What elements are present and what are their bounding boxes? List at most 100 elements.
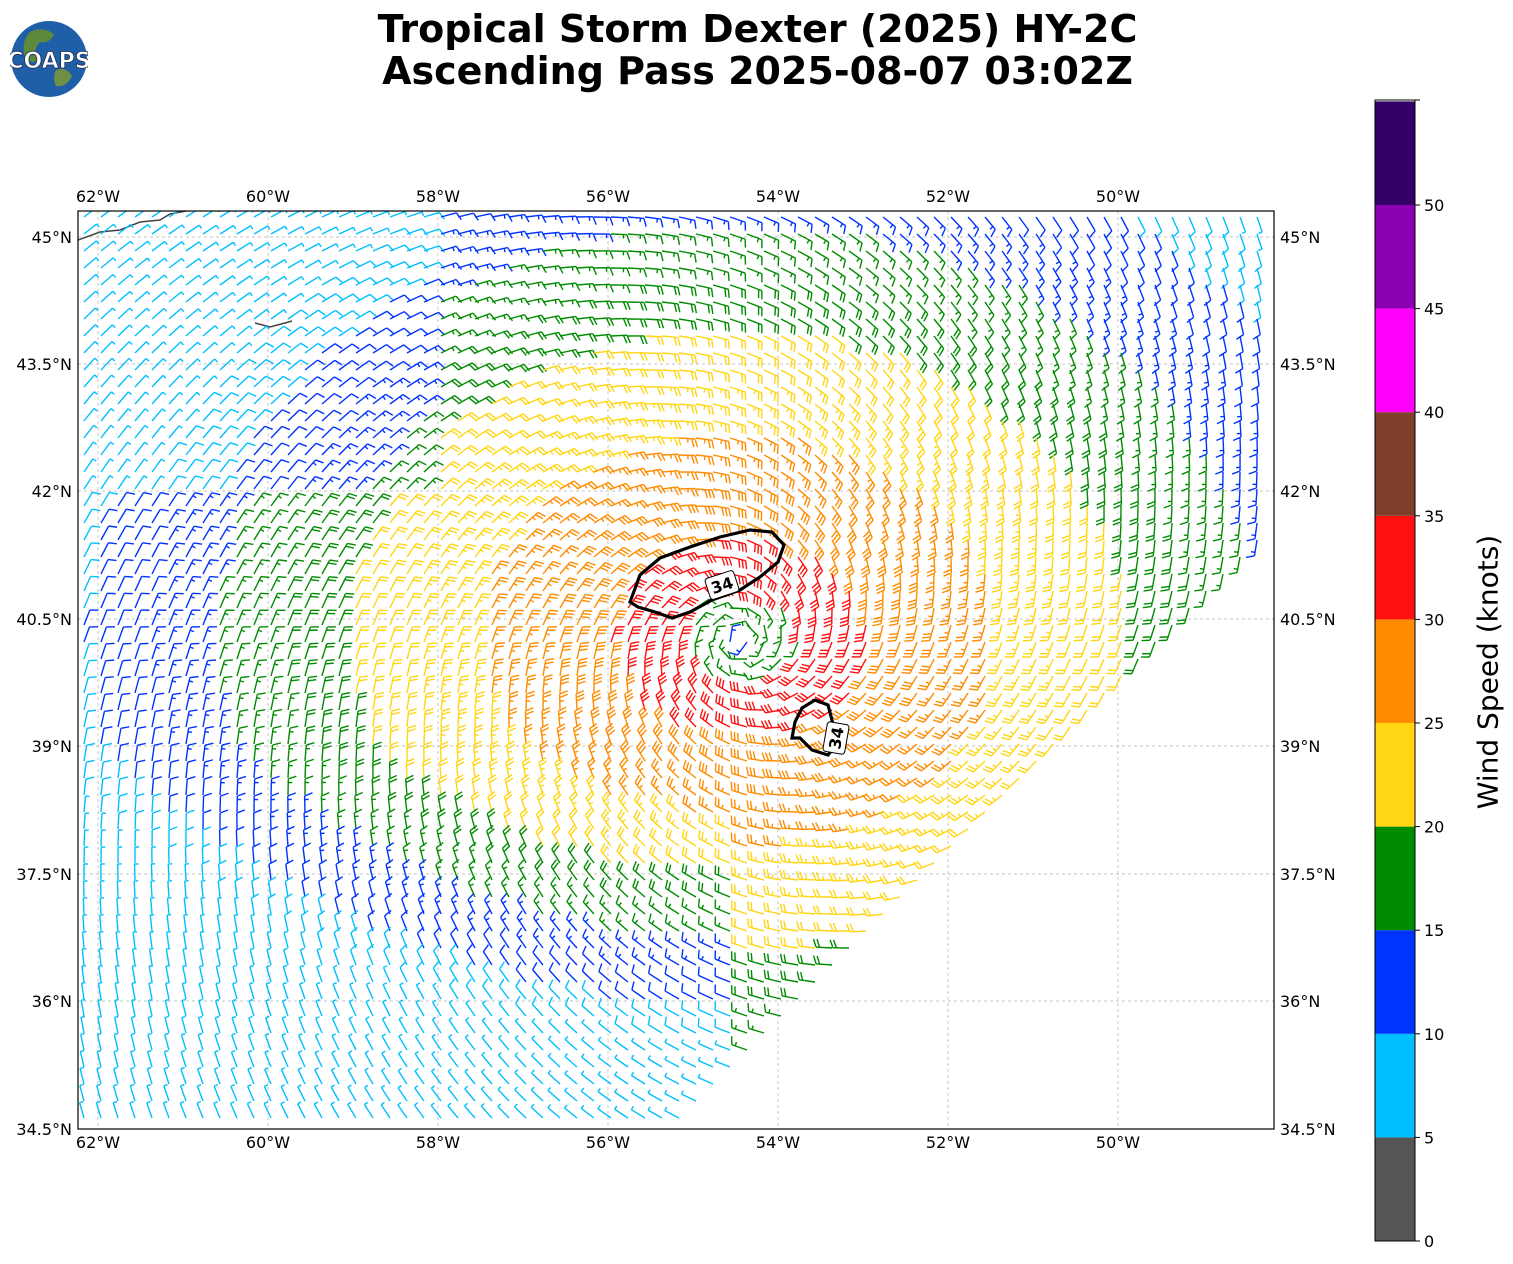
wind-barb	[532, 1019, 543, 1033]
wind-barb	[186, 392, 200, 404]
wind-barb	[781, 455, 794, 472]
wind-barb	[254, 493, 272, 506]
wind-barb	[1070, 268, 1078, 289]
wind-barb	[716, 729, 730, 744]
wind-barb	[135, 760, 145, 778]
wind-barb	[515, 1070, 526, 1084]
wind-barb	[421, 809, 429, 829]
wind-barb	[441, 495, 460, 506]
wind-barb	[101, 241, 116, 251]
wind-barb	[254, 627, 268, 642]
wind-barb	[214, 1102, 220, 1118]
wind-barb	[152, 258, 167, 268]
wind-barb	[847, 693, 866, 705]
wind-barb	[415, 1034, 424, 1050]
wind-barb	[458, 627, 472, 642]
wind-barb	[747, 353, 762, 367]
wind-barb	[164, 1051, 169, 1067]
wind-barb	[796, 805, 815, 813]
wind-barb	[549, 963, 560, 982]
wind-barb	[216, 966, 220, 982]
wind-barb	[849, 438, 860, 458]
wind-barb	[815, 251, 829, 268]
wind-barb	[434, 927, 441, 948]
wind-barb	[118, 543, 134, 557]
wind-barb	[798, 285, 812, 301]
wind-barb	[186, 560, 202, 574]
wind-barb	[186, 509, 203, 523]
wind-barb	[203, 409, 222, 421]
wind-barb	[731, 832, 747, 846]
wind-barb	[249, 983, 254, 999]
wind-barb	[679, 438, 698, 447]
wind-barb	[199, 983, 203, 999]
wind-barb	[407, 627, 421, 642]
wind-barb	[164, 1102, 169, 1118]
wind-barb	[628, 285, 647, 294]
wind-barb	[1002, 217, 1012, 237]
wind-barb	[1030, 489, 1038, 509]
wind-barb	[906, 608, 917, 625]
wind-barb	[301, 911, 308, 931]
wind-barb	[232, 1000, 237, 1016]
wind-barb	[458, 708, 467, 727]
wind-barb	[968, 217, 979, 237]
wind-barb	[797, 972, 815, 982]
wind-barb	[135, 560, 151, 574]
wind-barb	[203, 443, 221, 455]
wind-barb	[268, 915, 272, 931]
wind-barb	[798, 421, 811, 438]
wind-barb	[135, 342, 149, 353]
lon-tick-label: 58°W	[416, 1133, 460, 1152]
wind-barb	[1061, 540, 1070, 559]
wind-barb	[271, 393, 290, 404]
wind-barb	[218, 898, 222, 914]
wind-barb	[747, 557, 762, 572]
wind-barb	[350, 983, 356, 999]
wind-barb	[732, 934, 747, 948]
wind-barb	[985, 370, 992, 391]
wind-barb	[356, 444, 375, 455]
wind-barb	[288, 743, 298, 761]
wind-barb	[984, 727, 1002, 740]
wind-barb	[152, 677, 165, 693]
wind-barb	[797, 921, 815, 931]
wind-barb	[424, 346, 445, 353]
wind-barb	[577, 350, 597, 358]
wind-barb	[373, 394, 393, 404]
wind-barb	[181, 1068, 186, 1084]
wind-barb	[288, 693, 300, 710]
wind-barb	[322, 560, 338, 574]
wind-barb	[927, 557, 935, 576]
wind-barb	[151, 864, 155, 880]
wind-barb	[628, 353, 647, 361]
wind-barb	[248, 1051, 254, 1067]
wind-barb	[101, 794, 111, 812]
wind-barb	[373, 610, 388, 625]
wind-barb	[266, 1000, 271, 1016]
wind-barb	[577, 658, 587, 676]
wind-barb	[322, 643, 335, 659]
wind-barb	[373, 411, 393, 421]
wind-barb	[1070, 302, 1077, 323]
wind-barb	[424, 511, 442, 523]
wind-barb	[719, 640, 730, 659]
wind-barb	[600, 860, 611, 880]
wind-barb	[186, 409, 200, 421]
wind-barb	[84, 660, 97, 676]
wind-barb	[492, 594, 508, 608]
wind-barb	[679, 597, 698, 608]
wind-barb	[934, 302, 944, 322]
wind-barb	[602, 792, 611, 812]
wind-barb	[475, 528, 493, 540]
wind-barb	[560, 578, 578, 591]
wind-barb	[649, 896, 662, 914]
wind-barb	[169, 576, 184, 591]
wind-barb	[1108, 625, 1121, 641]
wind-barb	[407, 395, 427, 404]
wind-barb	[830, 940, 849, 948]
wind-barb	[424, 643, 437, 659]
wind-barb	[271, 426, 290, 438]
wind-barb	[434, 944, 441, 965]
wind-barb	[271, 460, 289, 472]
